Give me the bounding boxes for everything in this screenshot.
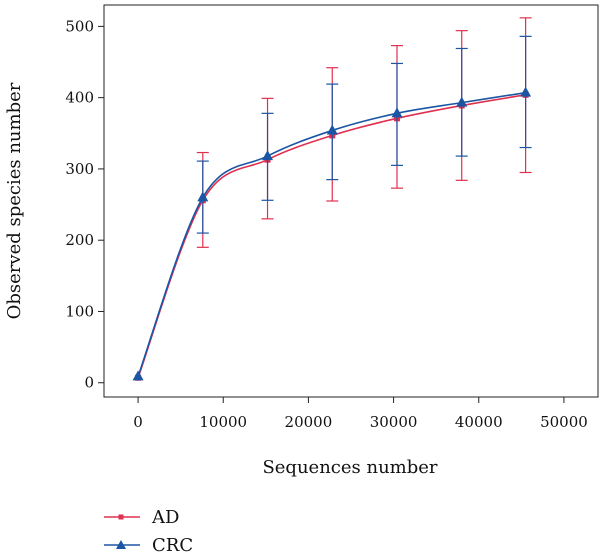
y-axis-title: Observed species number	[4, 82, 25, 319]
plot-frame	[103, 4, 599, 398]
legend-marker-crc	[116, 540, 126, 549]
data-point-crc	[262, 150, 274, 161]
y-tick-label: 300	[65, 160, 94, 178]
x-axis-title: Sequences number	[262, 457, 437, 478]
data-point-crc	[520, 86, 532, 97]
x-tick-label: 30000	[370, 413, 418, 431]
y-tick-label: 500	[65, 17, 94, 35]
series-ad	[135, 17, 532, 381]
x-tick-label: 0	[133, 413, 143, 431]
x-tick-label: 10000	[199, 413, 247, 431]
x-tick-label: 50000	[540, 413, 588, 431]
legend-item-ad: AD	[104, 507, 179, 528]
legend-item-crc: CRC	[104, 535, 193, 556]
legend-marker-ad	[118, 514, 124, 520]
data-point-crc	[326, 124, 338, 135]
data-point-crc	[197, 191, 209, 202]
data-point-crc	[456, 96, 468, 107]
series-layer	[132, 17, 532, 381]
legend-label-crc: CRC	[152, 535, 193, 556]
data-point-crc	[132, 370, 144, 381]
y-tick-label: 200	[65, 231, 94, 249]
x-tick-label: 40000	[455, 413, 503, 431]
y-tick-label: 100	[65, 302, 94, 320]
y-tick-label: 400	[65, 89, 94, 107]
x-axis: 0 10000 20000 30000 40000 50000	[133, 397, 588, 431]
legend-label-ad: AD	[151, 507, 179, 528]
y-tick-label: 0	[84, 374, 94, 392]
series-crc	[132, 35, 532, 381]
y-axis: 0 100 200 300 400 500	[65, 17, 104, 392]
x-tick-label: 20000	[285, 413, 333, 431]
data-point-crc	[391, 107, 403, 118]
legend: AD CRC	[104, 507, 193, 556]
